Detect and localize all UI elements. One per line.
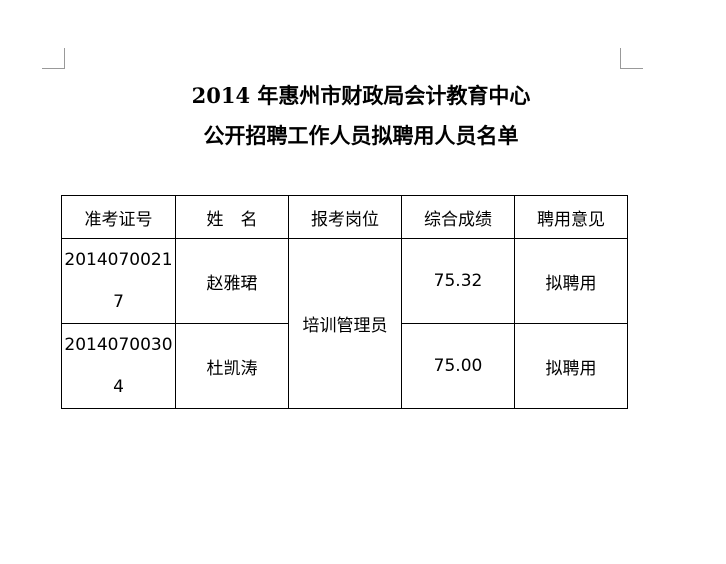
name-cell: 赵雅珺 <box>175 238 289 324</box>
score-cell: 75.32 <box>401 238 515 324</box>
page-corner-mark <box>42 48 65 69</box>
header-cell: 准考证号 <box>61 195 176 239</box>
score-cell: 75.00 <box>401 323 515 409</box>
exam-id-cell: 20140700217 <box>61 238 176 324</box>
document-title-line2: 公开招聘工作人员拟聘用人员名单 <box>203 123 519 148</box>
page-corner-mark <box>620 48 643 69</box>
header-cell: 综合成绩 <box>401 195 515 239</box>
table-row: 20140700304 杜凯涛 75.00 拟聘用 <box>61 323 628 409</box>
candidate-table: 准考证号 姓 名 报考岗位 综合成绩 聘用意见 20140700217 赵雅珺 … <box>61 195 628 409</box>
name-cell: 杜凯涛 <box>175 323 289 409</box>
header-cell: 姓 名 <box>175 195 289 239</box>
header-cell: 聘用意见 <box>514 195 628 239</box>
opinion-cell: 拟聘用 <box>514 323 628 409</box>
opinion-cell: 拟聘用 <box>514 238 628 324</box>
table-row: 20140700217 赵雅珺 培训管理员 75.32 拟聘用 <box>61 238 628 409</box>
exam-id: 20140700304 <box>64 335 173 397</box>
table-header-row: 准考证号 姓 名 报考岗位 综合成绩 聘用意见 <box>61 195 628 239</box>
header-cell: 报考岗位 <box>288 195 402 239</box>
exam-id: 20140700217 <box>64 250 173 312</box>
document-title-line1: 2014 年惠州市财政局会计教育中心 <box>191 83 531 108</box>
exam-id-cell: 20140700304 <box>61 323 176 409</box>
position-cell: 培训管理员 <box>288 238 402 409</box>
